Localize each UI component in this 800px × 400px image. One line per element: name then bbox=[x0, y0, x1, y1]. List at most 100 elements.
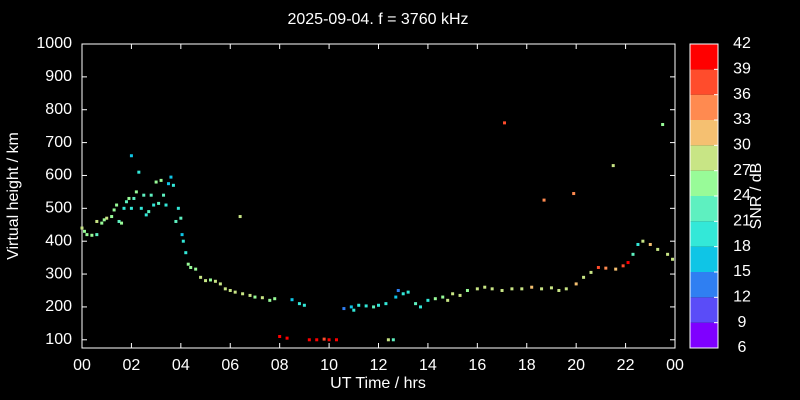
point bbox=[144, 213, 148, 217]
point bbox=[656, 247, 660, 251]
colorbar-band bbox=[690, 170, 718, 196]
point bbox=[181, 239, 185, 243]
colorbar-tick-label: 9 bbox=[738, 314, 747, 331]
point bbox=[127, 196, 131, 200]
point bbox=[589, 270, 593, 274]
point bbox=[671, 257, 675, 261]
point bbox=[115, 203, 119, 207]
point bbox=[322, 337, 326, 341]
point bbox=[352, 308, 356, 312]
colorbar-band bbox=[690, 272, 718, 298]
colorbar-band bbox=[690, 297, 718, 323]
point bbox=[327, 338, 331, 342]
point bbox=[142, 193, 146, 197]
point bbox=[357, 303, 361, 307]
x-tick-label: 00 bbox=[73, 357, 91, 374]
point bbox=[666, 252, 670, 256]
x-tick-label: 12 bbox=[370, 357, 388, 374]
point bbox=[189, 265, 193, 269]
colorbar-band bbox=[690, 44, 718, 70]
point bbox=[122, 206, 126, 210]
point bbox=[164, 203, 168, 207]
point bbox=[636, 242, 640, 246]
y-tick-label: 400 bbox=[45, 232, 72, 249]
point bbox=[372, 305, 376, 309]
point bbox=[406, 290, 410, 294]
point bbox=[110, 215, 114, 219]
x-tick-label: 08 bbox=[271, 357, 289, 374]
point bbox=[174, 219, 178, 223]
point bbox=[134, 190, 138, 194]
point bbox=[166, 182, 170, 186]
point bbox=[179, 216, 183, 220]
point bbox=[80, 226, 84, 230]
point bbox=[102, 218, 106, 222]
point bbox=[149, 193, 153, 197]
point bbox=[204, 279, 208, 283]
point bbox=[530, 285, 534, 289]
point bbox=[90, 233, 94, 237]
point bbox=[520, 287, 524, 291]
colorbar-tick-label: 30 bbox=[733, 137, 751, 154]
x-tick-label: 20 bbox=[567, 357, 585, 374]
point bbox=[95, 233, 99, 237]
point bbox=[213, 279, 217, 283]
point bbox=[162, 193, 166, 197]
point bbox=[159, 178, 163, 182]
x-tick-label: 14 bbox=[419, 357, 437, 374]
point bbox=[510, 287, 514, 291]
point bbox=[648, 242, 652, 246]
y-tick-label: 200 bbox=[45, 298, 72, 315]
point bbox=[419, 305, 423, 309]
point bbox=[169, 175, 173, 179]
point bbox=[574, 282, 578, 286]
x-tick-label: 18 bbox=[518, 357, 536, 374]
colorbar-band bbox=[690, 94, 718, 120]
point bbox=[208, 278, 212, 282]
y-tick-label: 500 bbox=[45, 200, 72, 217]
point bbox=[377, 303, 380, 307]
point bbox=[129, 206, 133, 210]
point bbox=[582, 275, 586, 279]
colorbar-tick-label: 42 bbox=[733, 35, 751, 52]
point bbox=[297, 302, 301, 306]
point bbox=[147, 210, 151, 214]
point bbox=[641, 239, 645, 243]
point bbox=[334, 338, 338, 342]
point bbox=[349, 305, 353, 309]
point bbox=[248, 293, 252, 297]
point bbox=[433, 297, 437, 301]
x-tick-label: 00 bbox=[666, 357, 684, 374]
point bbox=[132, 196, 136, 200]
point bbox=[465, 288, 469, 292]
colorbar-tick-label: 36 bbox=[733, 86, 751, 103]
colorbar-band bbox=[690, 196, 718, 222]
y-tick-label: 800 bbox=[45, 101, 72, 118]
point bbox=[285, 336, 289, 340]
colorbar-tick-label: 18 bbox=[733, 238, 751, 255]
point bbox=[604, 266, 608, 270]
point bbox=[176, 206, 180, 210]
x-tick-label: 16 bbox=[468, 357, 486, 374]
point bbox=[260, 296, 264, 300]
point bbox=[446, 298, 450, 302]
point bbox=[621, 264, 625, 268]
point bbox=[396, 288, 400, 292]
point bbox=[441, 295, 445, 299]
point bbox=[129, 154, 133, 158]
point bbox=[564, 287, 568, 291]
point bbox=[238, 215, 242, 219]
y-tick-label: 1000 bbox=[36, 35, 72, 52]
colorbar-band bbox=[690, 221, 718, 247]
point bbox=[85, 233, 89, 237]
point bbox=[194, 267, 198, 271]
colorbar-band bbox=[690, 145, 718, 171]
point bbox=[611, 164, 615, 168]
x-tick-label: 22 bbox=[617, 357, 635, 374]
x-tick-label: 06 bbox=[221, 357, 239, 374]
point bbox=[120, 221, 124, 225]
x-tick-label: 04 bbox=[172, 357, 190, 374]
point bbox=[137, 170, 141, 174]
point bbox=[95, 219, 99, 223]
